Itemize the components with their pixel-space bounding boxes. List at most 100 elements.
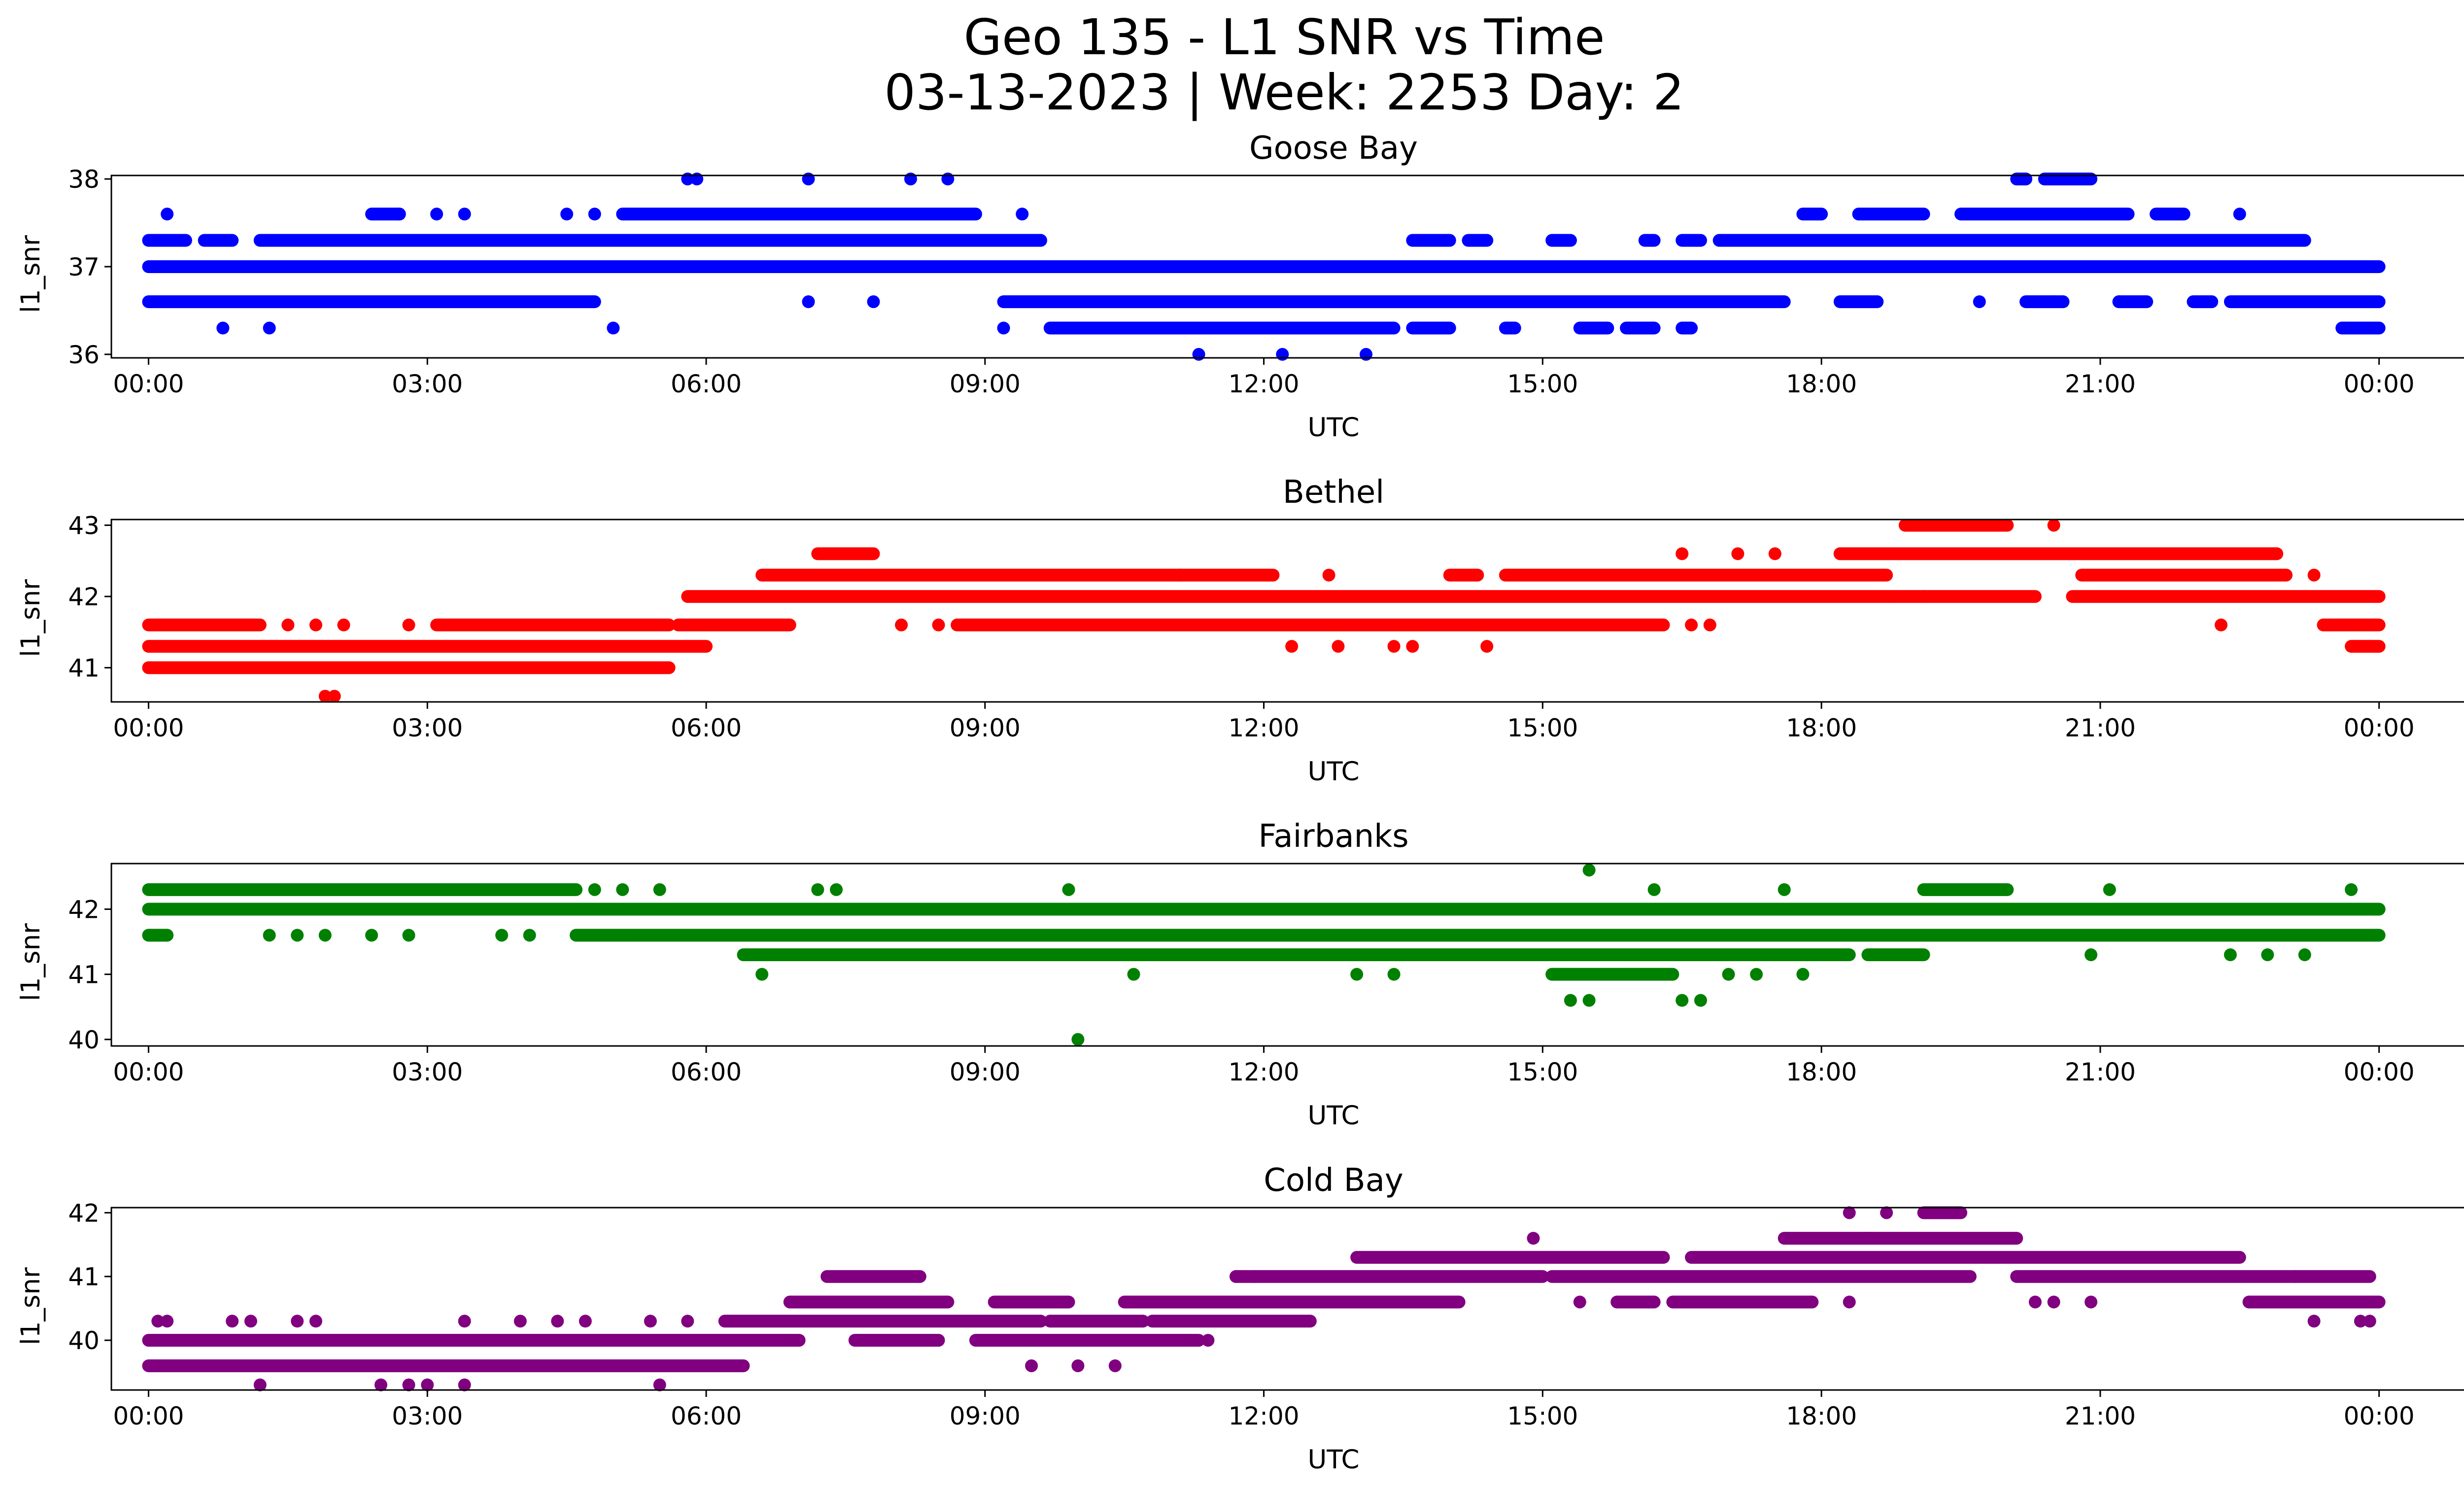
data-point bbox=[1071, 1359, 1085, 1372]
x-tick-label: 15:00 bbox=[1507, 1402, 1578, 1430]
data-point bbox=[495, 929, 509, 942]
data-point bbox=[588, 883, 601, 896]
data-point bbox=[2047, 295, 2060, 309]
y-tick-label: 36 bbox=[68, 341, 100, 369]
data-point bbox=[2307, 568, 2321, 582]
axes-frame bbox=[110, 519, 2464, 703]
x-tick-label: 18:00 bbox=[1786, 370, 1857, 398]
data-point bbox=[263, 321, 276, 335]
data-point bbox=[1582, 994, 1596, 1007]
data-point bbox=[1360, 348, 1373, 361]
data-point bbox=[309, 1315, 322, 1328]
data-point bbox=[1127, 968, 1140, 981]
x-tick-label: 03:00 bbox=[392, 370, 463, 398]
x-tick-label: 18:00 bbox=[1786, 714, 1857, 742]
x-tick-label: 00:00 bbox=[113, 1058, 184, 1086]
data-point bbox=[402, 618, 415, 631]
data-point bbox=[374, 1378, 387, 1391]
data-point bbox=[932, 618, 945, 631]
data-point bbox=[1796, 968, 1810, 981]
data-point bbox=[551, 1315, 564, 1328]
data-point bbox=[1582, 864, 1596, 877]
data-point bbox=[430, 208, 444, 221]
data-point bbox=[1192, 348, 1205, 361]
data-point bbox=[281, 618, 295, 631]
data-point bbox=[1676, 994, 1689, 1007]
data-point bbox=[579, 1315, 592, 1328]
y-tick-label: 41 bbox=[68, 654, 100, 683]
y-tick-label: 38 bbox=[68, 165, 100, 194]
subplot-cold-bay: Cold Bay UTC l1_snr bbox=[16, 1162, 1403, 1475]
x-tick-label: 06:00 bbox=[671, 1058, 742, 1086]
subplot-fairbanks: Fairbanks UTC l1_snr bbox=[16, 818, 1409, 1131]
data-point bbox=[2028, 1295, 2042, 1309]
data-point bbox=[226, 1315, 239, 1328]
x-tick-label: 06:00 bbox=[671, 1402, 742, 1430]
data-point bbox=[1201, 1334, 1215, 1347]
data-point bbox=[2261, 948, 2274, 961]
plot-area-3: 00:00 03:00 06:00 09:00 12:00 15:00 18:00 21:00… bbox=[68, 1199, 2464, 1430]
subplot-goose-bay: Goose Bay UTC l1_snr bbox=[16, 130, 1418, 443]
data-point bbox=[588, 208, 601, 221]
y-tick-label: 40 bbox=[68, 1026, 100, 1054]
x-axis-label: UTC bbox=[1307, 1445, 1359, 1475]
data-point bbox=[151, 1315, 165, 1328]
data-point bbox=[216, 321, 230, 335]
data-point bbox=[244, 1315, 257, 1328]
data-point bbox=[1880, 1206, 1893, 1219]
y-tick-label: 42 bbox=[68, 896, 100, 924]
y-axis-label: l1_snr bbox=[16, 1267, 46, 1345]
data-point bbox=[2112, 295, 2125, 309]
x-tick-label: 00:00 bbox=[113, 370, 184, 398]
data-point bbox=[802, 173, 815, 186]
x-tick-label: 21:00 bbox=[2065, 1058, 2136, 1086]
data-point bbox=[681, 1315, 694, 1328]
x-tick-label: 12:00 bbox=[1229, 714, 1300, 742]
x-axis-label: UTC bbox=[1307, 1101, 1359, 1131]
data-point bbox=[1229, 1270, 1242, 1283]
data-point bbox=[1350, 968, 1364, 981]
data-point bbox=[1843, 1295, 1856, 1309]
data-point bbox=[1527, 1232, 1540, 1245]
data-point bbox=[458, 1378, 471, 1391]
data-point bbox=[941, 173, 955, 186]
data-point bbox=[895, 618, 908, 631]
plot-area-0: 00:00 03:00 06:00 09:00 12:00 15:00 18:00 21:00… bbox=[68, 165, 2464, 398]
data-point bbox=[1108, 1359, 1122, 1372]
data-point bbox=[653, 1378, 666, 1391]
data-point bbox=[458, 208, 471, 221]
data-point bbox=[291, 929, 304, 942]
x-tick-label: 15:00 bbox=[1507, 714, 1578, 742]
subplot-title: Cold Bay bbox=[1264, 1162, 1403, 1199]
data-point bbox=[1387, 640, 1401, 653]
x-tick-label: 09:00 bbox=[950, 1058, 1021, 1086]
data-point bbox=[1843, 1206, 1856, 1219]
data-point bbox=[328, 690, 341, 703]
plot-area-2: 00:00 03:00 06:00 09:00 12:00 15:00 18:00 21:00… bbox=[68, 863, 2464, 1086]
data-point bbox=[523, 929, 536, 942]
axes-frame bbox=[110, 863, 2464, 1047]
data-point bbox=[1322, 568, 1335, 582]
data-point bbox=[1685, 618, 1698, 631]
x-tick-label: 06:00 bbox=[671, 370, 742, 398]
x-tick-label: 12:00 bbox=[1229, 1402, 1300, 1430]
data-point bbox=[513, 1315, 527, 1328]
data-point bbox=[690, 173, 704, 186]
data-point bbox=[811, 883, 824, 896]
plot-layer: 00:00 03:00 06:00 09:00 12:00 15:00 18:00 21:00… bbox=[68, 165, 2464, 1430]
data-point bbox=[1703, 618, 1716, 631]
data-point bbox=[1768, 547, 1781, 560]
data-point bbox=[1694, 994, 1707, 1007]
data-point bbox=[1276, 348, 1289, 361]
y-axis-label: l1_snr bbox=[16, 235, 46, 313]
y-tick-label: 41 bbox=[68, 1263, 100, 1291]
subplot-bethel: Bethel UTC l1_snr bbox=[16, 474, 1384, 787]
data-point bbox=[1406, 640, 1419, 653]
y-axis-label: l1_snr bbox=[16, 923, 46, 1001]
data-point bbox=[402, 1378, 415, 1391]
x-tick-label: 21:00 bbox=[2065, 1402, 2136, 1430]
data-point bbox=[904, 173, 917, 186]
data-point bbox=[802, 295, 815, 309]
figure-title-line2: 03-13-2023 | Week: 2253 Day: 2 bbox=[884, 64, 1684, 121]
